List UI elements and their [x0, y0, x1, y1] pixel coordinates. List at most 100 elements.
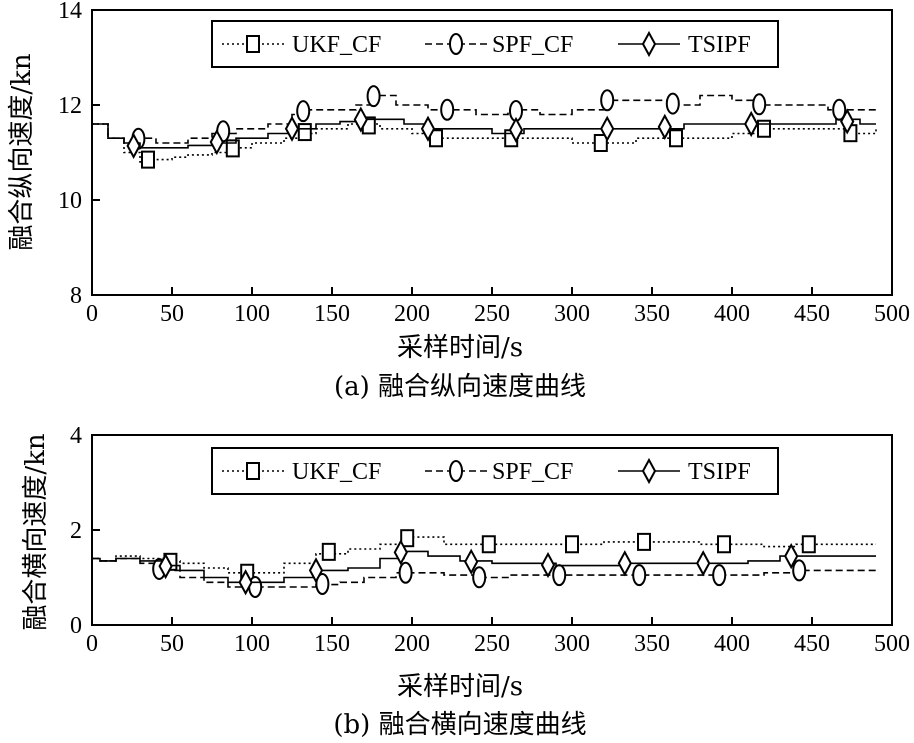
series-spf-cf-marker	[712, 564, 727, 587]
series-tsipf-marker	[158, 553, 173, 580]
series-ukf-cf-marker	[717, 535, 731, 554]
series-tsipf-marker	[284, 115, 300, 142]
x-tick-label: 50	[160, 301, 184, 327]
series-spf-cf-line	[92, 94, 876, 144]
series-tsipf-marker	[784, 543, 799, 570]
x-tick-label: 0	[86, 301, 98, 327]
x-tick-label: 450	[794, 301, 830, 327]
y-tick-label: 4	[70, 423, 82, 449]
chart-lateral-speed: 0 50 100 150 200 250 300 350 400 450 500 0 2 4 UKF_CF…	[21, 423, 910, 740]
legend-label: TSIPF	[688, 459, 751, 485]
x-tick-label: 100	[234, 301, 270, 327]
x-tick-label: 200	[394, 301, 430, 327]
x-tick-label: 300	[554, 631, 590, 657]
series-spf-cf-marker	[296, 100, 311, 123]
series-tsipf-marker	[420, 115, 436, 142]
legend-marker	[449, 33, 463, 55]
series-spf-cf-marker	[752, 93, 767, 116]
series-spf-cf-marker	[600, 89, 615, 112]
y-tick-label: 8	[70, 283, 82, 309]
series-tsipf-marker	[696, 550, 711, 577]
x-axis-label: 采样时间/s	[397, 672, 523, 702]
x-tick-label: 100	[234, 631, 270, 657]
x-tick-label: 250	[474, 631, 510, 657]
legend: UKF_CF SPF_CF TSIPF	[211, 20, 779, 68]
series-spf-cf-line	[92, 557, 876, 588]
series-tsipf-marker	[308, 557, 324, 584]
series-spf-cf-marker	[472, 566, 487, 589]
x-tick-label: 350	[634, 301, 670, 327]
series-tsipf-marker	[744, 110, 759, 138]
legend: UKF_CF SPF_CF TSIPF	[211, 447, 779, 495]
series-tsipf-marker	[238, 569, 253, 596]
series-spf-cf-marker	[315, 572, 330, 595]
x-tick-label: 350	[634, 631, 670, 657]
series-ukf-cf-marker	[297, 123, 312, 142]
legend-marker	[641, 30, 657, 58]
x-axis-label: 采样时间/s	[397, 333, 523, 363]
series-spf-cf-marker	[792, 559, 807, 582]
series-spf-cf-marker	[665, 92, 680, 115]
x-tick-label: 200	[394, 631, 430, 657]
series-tsipf-marker	[600, 115, 615, 142]
series-ukf-cf-marker	[481, 535, 496, 554]
series-tsipf-marker	[126, 132, 141, 159]
x-tick-label: 300	[554, 301, 590, 327]
legend-marker	[641, 457, 657, 485]
series-tsipf-marker	[464, 548, 479, 575]
series-ukf-cf-line	[92, 123, 877, 163]
series-tsipf-marker	[209, 128, 224, 156]
x-tick-label: 150	[314, 631, 350, 657]
x-tick-label: 0	[86, 631, 98, 657]
y-axis-label: 融合横向速度/kn	[21, 433, 51, 631]
series-tsipf-marker	[657, 113, 672, 140]
series-group	[92, 85, 877, 169]
series-ukf-cf-marker	[429, 129, 443, 148]
legend-marker	[246, 35, 260, 53]
axis-ticks: 0 50 100 150 200 250 300 350 400 450 500 8 10 12 14	[58, 0, 910, 327]
series-spf-cf-marker	[552, 564, 567, 587]
series-tsipf-line	[92, 118, 876, 149]
series-ukf-cf-marker	[321, 542, 336, 561]
series-spf-cf-marker	[366, 85, 381, 108]
series-ukf-cf-marker	[669, 129, 683, 148]
legend-label: UKF_CF	[292, 32, 381, 58]
series-tsipf-marker	[840, 108, 855, 135]
series-tsipf-marker	[508, 116, 524, 144]
y-tick-label: 0	[70, 613, 82, 639]
axis-ticks: 0 50 100 150 200 250 300 350 400 450 500 0 2 4	[70, 423, 910, 657]
y-axis-label: 融合纵向速度/kn	[7, 53, 37, 251]
legend-label: SPF_CF	[492, 32, 573, 58]
chart-longitudinal-speed: 0 50 100 150 200 250 300 350 400 450 500 8 10 12 14 UK…	[7, 0, 910, 402]
y-tick-label: 12	[58, 93, 82, 119]
series-ukf-cf-marker	[637, 532, 651, 551]
series-ukf-cf-marker	[757, 119, 771, 138]
x-tick-label: 250	[474, 301, 510, 327]
x-tick-label: 50	[160, 631, 184, 657]
series-tsipf-marker	[393, 539, 408, 566]
series-ukf-cf-line	[92, 536, 876, 574]
series-ukf-cf-marker	[141, 150, 155, 169]
legend-marker	[449, 460, 463, 482]
x-tick-label: 400	[714, 631, 750, 657]
legend-label: TSIPF	[688, 32, 751, 58]
x-tick-label: 150	[314, 301, 350, 327]
x-tick-label: 500	[874, 631, 910, 657]
y-tick-label: 10	[58, 188, 82, 214]
series-ukf-cf-marker	[801, 535, 816, 554]
chart-caption: (b) 融合横向速度曲线	[333, 710, 586, 740]
x-tick-label: 450	[794, 631, 830, 657]
series-group	[92, 529, 876, 598]
series-tsipf-marker	[540, 551, 556, 579]
y-tick-label: 2	[70, 518, 82, 544]
series-ukf-cf-marker	[593, 134, 608, 152]
chart-caption: (a) 融合纵向速度曲线	[334, 372, 586, 402]
legend-marker	[246, 462, 260, 480]
x-tick-label: 500	[874, 301, 910, 327]
legend-box	[211, 20, 779, 68]
series-tsipf-marker	[617, 550, 632, 577]
y-tick-label: 14	[58, 0, 82, 24]
x-tick-label: 400	[714, 301, 750, 327]
series-spf-cf-marker	[398, 561, 413, 584]
legend-label: SPF_CF	[492, 459, 573, 485]
